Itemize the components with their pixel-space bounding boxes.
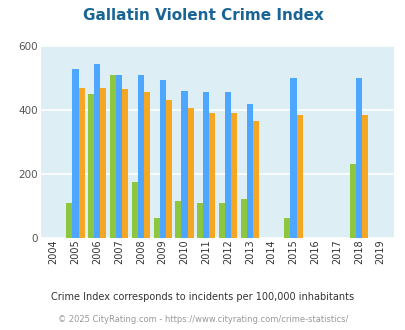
Bar	[349, 164, 355, 238]
Bar	[209, 113, 215, 238]
Bar	[296, 115, 302, 238]
Bar	[110, 75, 116, 238]
Bar	[230, 113, 237, 238]
Bar	[246, 104, 252, 238]
Bar	[138, 75, 144, 238]
Bar	[290, 78, 296, 238]
Bar	[197, 203, 203, 238]
Bar	[252, 121, 258, 238]
Bar	[159, 80, 165, 238]
Bar	[240, 199, 246, 238]
Bar	[153, 218, 159, 238]
Bar	[88, 94, 94, 238]
Bar	[165, 100, 171, 238]
Bar	[284, 218, 290, 238]
Bar	[181, 91, 187, 238]
Bar	[355, 78, 361, 238]
Bar	[361, 115, 367, 238]
Bar	[218, 203, 224, 238]
Text: Crime Index corresponds to incidents per 100,000 inhabitants: Crime Index corresponds to incidents per…	[51, 292, 354, 302]
Bar	[187, 108, 193, 238]
Bar	[78, 88, 84, 238]
Bar	[224, 92, 230, 238]
Bar	[131, 182, 138, 238]
Text: Gallatin Violent Crime Index: Gallatin Violent Crime Index	[82, 8, 323, 23]
Bar	[122, 89, 128, 238]
Text: © 2025 CityRating.com - https://www.cityrating.com/crime-statistics/: © 2025 CityRating.com - https://www.city…	[58, 315, 347, 324]
Bar	[94, 64, 100, 238]
Bar	[175, 201, 181, 238]
Bar	[66, 203, 72, 238]
Bar	[116, 75, 122, 238]
Bar	[203, 92, 209, 238]
Bar	[100, 88, 106, 238]
Bar	[72, 69, 78, 238]
Bar	[144, 92, 150, 238]
